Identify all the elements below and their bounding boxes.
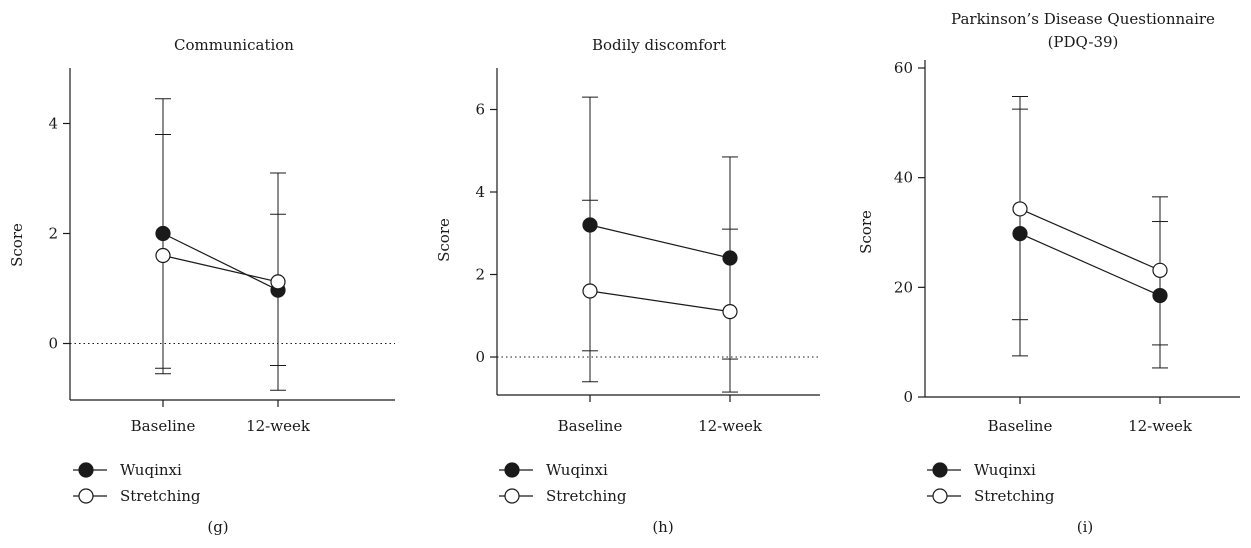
y-tick-label: 20 [894, 278, 913, 296]
legend-label: Stretching [120, 487, 201, 505]
chart-title: Parkinson’s Disease Questionnaire [951, 10, 1215, 28]
y-tick-label: 40 [894, 169, 913, 187]
legend-marker-stretching [932, 488, 948, 504]
data-point-stretching [582, 283, 598, 299]
chart-title: Communication [174, 36, 294, 54]
data-point-wuqinxi [1152, 287, 1168, 304]
data-point-wuqinxi [1012, 225, 1028, 242]
chart-title: Bodily discomfort [592, 36, 726, 54]
chart-panel-3: Parkinson’s Disease Questionnaire (PDQ-39… [857, 10, 1240, 536]
series-line-wuqinxi [1019, 233, 1161, 297]
panel-label: (i) [1077, 518, 1094, 536]
y-tick-label: 0 [48, 335, 58, 353]
chart-panel-2: Bodily discomfort 0 2 4 6 Baseline 12-week Scor… [435, 36, 820, 536]
data-point-wuqinxi [155, 225, 171, 242]
x-tick-label: Baseline [558, 417, 623, 435]
series-line-stretching [1019, 208, 1161, 271]
y-tick-label: 4 [48, 115, 58, 133]
y-tick-label: 2 [48, 225, 58, 243]
x-tick-label: Baseline [131, 417, 196, 435]
legend-marker-wuqinxi [932, 462, 948, 478]
y-tick-label: 2 [475, 266, 485, 284]
data-point-stretching [722, 304, 738, 320]
panel-label: (h) [652, 518, 673, 536]
series-line-stretching [589, 290, 731, 313]
legend-label: Stretching [546, 487, 627, 505]
legend-label: Stretching [974, 487, 1055, 505]
panel-label: (g) [207, 518, 228, 536]
data-point-stretching [155, 247, 171, 264]
legend-marker-wuqinxi [504, 462, 520, 478]
legend-marker-stretching [78, 488, 94, 504]
y-tick-label: 0 [903, 388, 913, 406]
data-point-stretching [270, 274, 286, 290]
data-point-wuqinxi [582, 217, 598, 233]
y-tick-label: 6 [475, 101, 485, 119]
series-line-wuqinxi [589, 224, 731, 259]
series-line-stretching [162, 254, 279, 283]
y-tick-label: 4 [475, 183, 485, 201]
legend-marker-stretching [504, 488, 520, 504]
x-tick-label: 12-week [698, 417, 763, 435]
legend-label: Wuqinxi [120, 461, 182, 479]
y-tick-label: 0 [475, 348, 485, 366]
x-tick-label: Baseline [988, 417, 1053, 435]
y-axis-label: Score [8, 223, 26, 267]
y-axis-label: Score [435, 218, 453, 262]
series-line-wuqinxi [162, 232, 279, 291]
legend-marker-wuqinxi [78, 462, 94, 478]
data-point-stretching [1012, 201, 1028, 217]
chart-title: (PDQ-39) [1048, 33, 1119, 51]
y-tick-label: 60 [894, 59, 913, 77]
x-tick-label: 12-week [246, 417, 311, 435]
y-axis-label: Score [857, 210, 875, 254]
x-tick-label: 12-week [1128, 417, 1193, 435]
chart-panel-1: Communication 0 2 4 Baseline 12-week Score Wuqi… [8, 36, 395, 536]
legend-label: Wuqinxi [974, 461, 1036, 479]
data-point-wuqinxi [722, 250, 738, 266]
legend-label: Wuqinxi [546, 461, 608, 479]
data-point-stretching [1152, 262, 1168, 278]
